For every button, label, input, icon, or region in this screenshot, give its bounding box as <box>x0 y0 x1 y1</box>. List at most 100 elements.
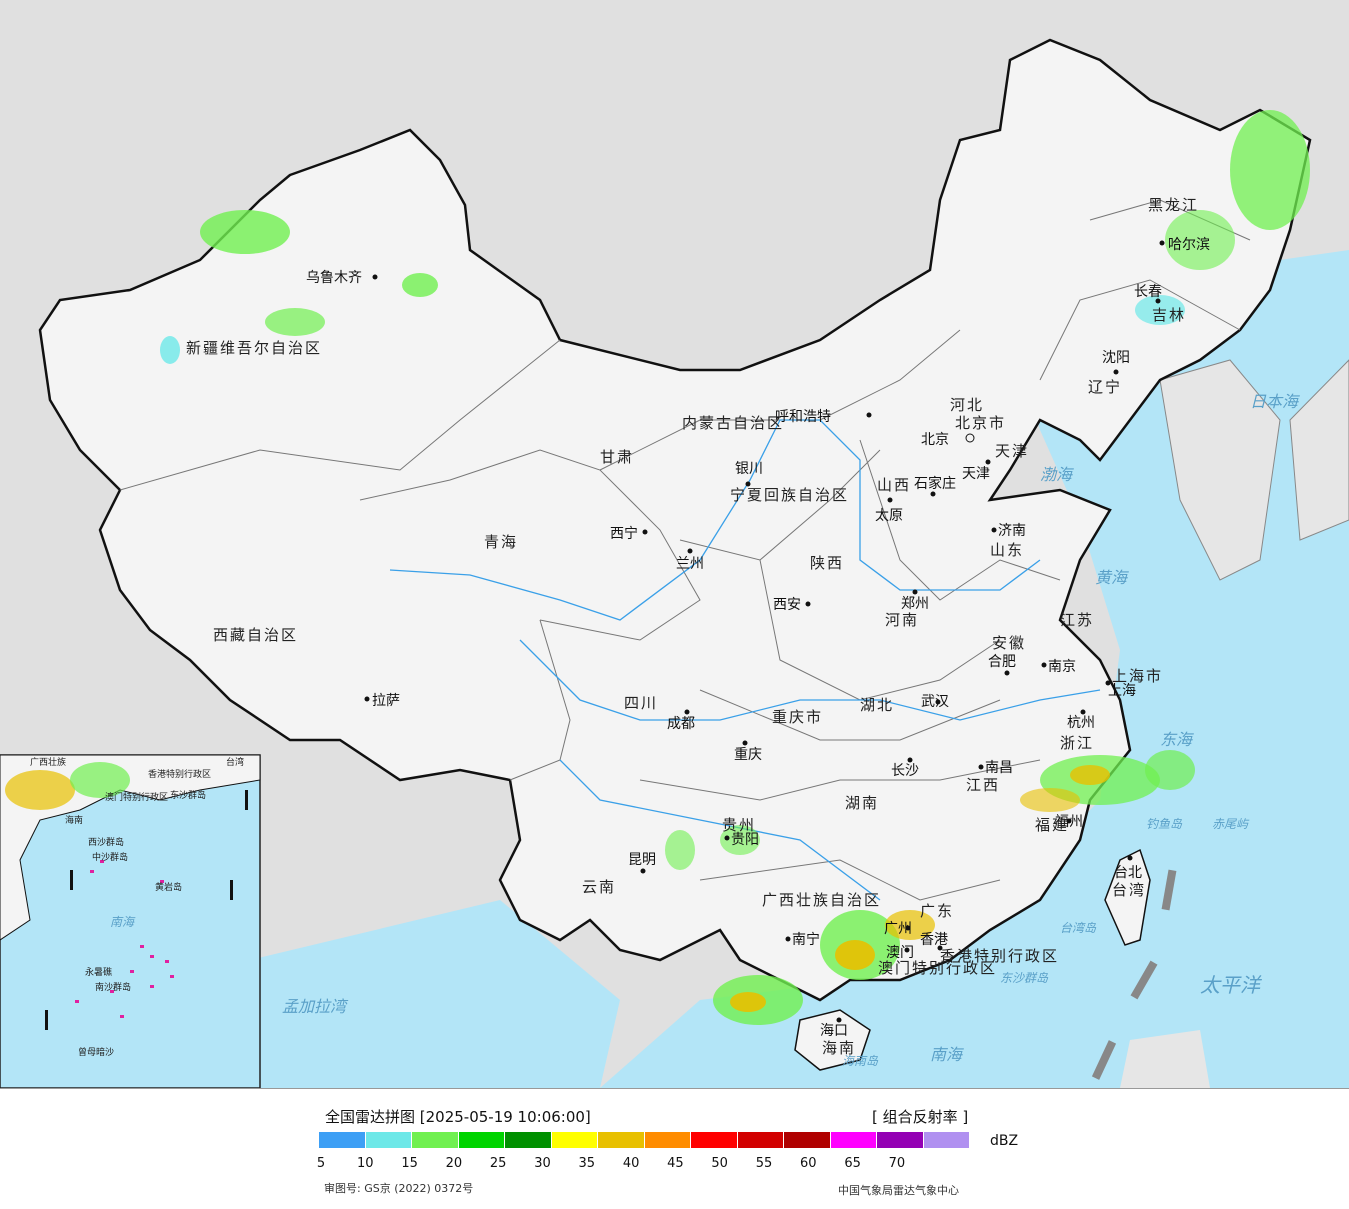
city-urumqi: 乌鲁木齐 <box>306 270 362 286</box>
tick-label: 30 <box>534 1156 551 1171</box>
svg-text:黄岩岛: 黄岩岛 <box>155 881 182 893</box>
sea-bengal: 孟加拉湾 <box>282 997 349 1016</box>
taiwan-island-label: 台湾岛 <box>1060 921 1097 935</box>
color-swatch <box>737 1132 783 1148</box>
province-fujian: 福建 <box>1035 816 1069 834</box>
color-swatch <box>877 1132 923 1148</box>
sea-yellow: 黄海 <box>1095 568 1129 587</box>
tick-label: 65 <box>844 1156 861 1171</box>
svg-text:台湾: 台湾 <box>226 756 244 768</box>
svg-text:澳门特别行政区: 澳门特别行政区 <box>105 791 168 803</box>
approval-number: 审图号: GS京 (2022) 0372号 <box>324 1182 474 1195</box>
color-swatch <box>644 1132 690 1148</box>
province-neimenggu: 内蒙古自治区 <box>682 414 784 432</box>
province-guizhou: 贵州 <box>722 816 756 834</box>
city-xian: 西安 <box>773 597 801 613</box>
city-zhengzhou: 郑州 <box>901 596 929 612</box>
province-jiangsu: 江苏 <box>1060 611 1094 629</box>
svg-text:永暑礁: 永暑礁 <box>85 966 112 978</box>
city-hefei: 合肥 <box>988 654 1016 670</box>
province-shanxi: 山西 <box>877 476 911 494</box>
city-fuzhou: 福州 <box>1055 814 1083 830</box>
city-changchun: 长春 <box>1134 284 1162 300</box>
city-lhasa: 拉萨 <box>372 693 400 709</box>
province-chongqingshi: 重庆市 <box>772 708 823 726</box>
svg-text:广西壮族: 广西壮族 <box>30 756 66 768</box>
city-hangzhou: 杭州 <box>1067 715 1095 731</box>
province-guangdong: 广东 <box>920 902 954 920</box>
sea-pacific: 太平洋 <box>1200 973 1262 997</box>
tick-label: 20 <box>445 1156 463 1171</box>
sea-east: 东海 <box>1160 730 1194 749</box>
sea-south: 南海 <box>930 1045 964 1064</box>
province-anhui: 安徽 <box>992 634 1026 652</box>
city-chengdu: 成都 <box>667 716 695 732</box>
city-nanjing: 南京 <box>1048 659 1076 675</box>
tick-label: 10 <box>357 1156 374 1171</box>
province-zhejiang: 浙江 <box>1060 734 1094 752</box>
color-swatch <box>551 1132 597 1148</box>
color-swatch <box>830 1132 876 1148</box>
city-changsha: 长沙 <box>891 763 919 779</box>
province-beijingshi: 北京市 <box>955 414 1006 432</box>
city-shenyang: 沈阳 <box>1102 350 1130 366</box>
city-taiyuan: 太原 <box>875 508 903 524</box>
province-shanghaishi: 上海市 <box>1112 667 1163 685</box>
city-guiyang: 贵阳 <box>731 832 759 848</box>
province-macau: 澳门特别行政区 <box>878 959 997 977</box>
province-taiwan: 台湾 <box>1112 881 1146 899</box>
tick-label: 25 <box>489 1156 507 1171</box>
china-outline <box>38 38 1312 1002</box>
sea-japan: 日本海 <box>1250 392 1300 411</box>
city-hongkong: 香港 <box>920 932 948 948</box>
chiwei-label: 赤尾屿 <box>1212 817 1250 831</box>
province-shandong: 山东 <box>990 541 1024 559</box>
city-kunming: 昆明 <box>628 852 656 868</box>
city-shijiazhuang: 石家庄 <box>914 475 956 492</box>
dongsha-label: 东沙群岛 <box>1000 971 1049 985</box>
tick-label: 70 <box>888 1156 906 1171</box>
tick-label: 50 <box>711 1156 728 1171</box>
city-nanchang: 南昌 <box>985 760 1013 776</box>
city-guangzhou: 广州 <box>884 921 912 937</box>
svg-text:东沙群岛: 东沙群岛 <box>170 789 206 801</box>
svg-text:香港特别行政区: 香港特别行政区 <box>148 768 211 780</box>
svg-text:西沙群岛: 西沙群岛 <box>88 836 124 848</box>
province-liaoning: 辽宁 <box>1088 378 1122 396</box>
tick-label: 60 <box>800 1156 817 1171</box>
legend-panel <box>0 1088 1349 1209</box>
inset-sea-south: 南海 <box>110 915 136 929</box>
city-wuhan: 武汉 <box>921 694 949 710</box>
color-swatch <box>365 1132 411 1148</box>
color-swatch <box>319 1132 365 1148</box>
inset-labels: 中沙群岛 黄岩岛 永暑礁 南沙群岛 曾母暗沙 西沙群岛 东沙群岛 海南 广西壮族… <box>30 756 244 1058</box>
city-macau: 澳门 <box>886 945 914 961</box>
province-guangxi: 广西壮族自治区 <box>762 891 881 909</box>
svg-text:南沙群岛: 南沙群岛 <box>95 981 131 993</box>
province-gansu: 甘肃 <box>600 448 634 466</box>
city-jinan: 济南 <box>998 523 1026 539</box>
province-xinjiang: 新疆维吾尔自治区 <box>186 339 322 357</box>
color-swatch <box>923 1132 969 1148</box>
city-shanghai: 上海 <box>1108 683 1136 699</box>
province-hebei: 河北 <box>950 396 984 414</box>
diaoyu-label: 钓鱼岛 <box>1146 817 1183 831</box>
legend-unit: dBZ <box>990 1133 1019 1149</box>
province-hongkong: 香港特别行政区 <box>940 947 1059 965</box>
hainan-island-label: 海南岛 <box>842 1054 879 1068</box>
tick-label: 45 <box>667 1156 684 1171</box>
province-ningxia: 宁夏回族自治区 <box>730 486 849 504</box>
province-tianjinshi: 天津 <box>995 442 1029 460</box>
province-xizang: 西藏自治区 <box>213 626 298 644</box>
radar-echoes <box>5 110 1310 1025</box>
color-swatch <box>458 1132 504 1148</box>
province-qinghai: 青海 <box>484 533 518 551</box>
radar-map: 乌鲁木齐 拉萨 西宁 兰州 银川 呼和浩特 北京 天津 石家庄 太原 济南 郑州… <box>0 0 1349 1088</box>
province-jiangxi: 江西 <box>966 776 1000 794</box>
city-nanning: 南宁 <box>792 931 820 948</box>
color-swatch <box>412 1132 458 1148</box>
svg-text:中沙群岛: 中沙群岛 <box>92 851 128 863</box>
city-lanzhou: 兰州 <box>676 556 704 572</box>
province-hunan: 湖南 <box>845 794 879 812</box>
city-harbin: 哈尔滨 <box>1168 237 1210 253</box>
